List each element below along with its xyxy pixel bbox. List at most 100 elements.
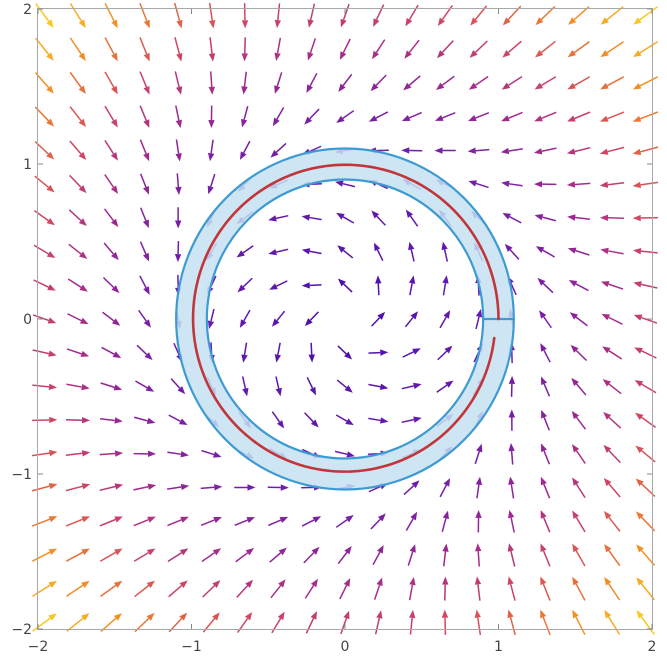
field-arrow bbox=[337, 245, 354, 259]
field-arrow bbox=[636, 610, 655, 635]
x-tick-label: −2 bbox=[28, 639, 49, 655]
field-arrow bbox=[599, 146, 625, 155]
field-arrow bbox=[568, 280, 589, 292]
field-arrow bbox=[600, 41, 624, 58]
field-arrow bbox=[632, 146, 659, 155]
field-arrow bbox=[441, 510, 449, 532]
field-arrow bbox=[604, 609, 621, 635]
field-arrow bbox=[269, 547, 287, 563]
field-arrow bbox=[402, 348, 421, 358]
y-tick-label: 1 bbox=[23, 157, 32, 173]
field-arrow bbox=[566, 146, 591, 155]
field-arrow bbox=[599, 214, 624, 221]
field-arrow bbox=[307, 38, 317, 61]
field-arrow bbox=[104, 174, 119, 194]
field-arrow bbox=[571, 444, 586, 464]
field-arrow bbox=[468, 75, 489, 90]
field-arrow bbox=[501, 111, 523, 122]
field-arrow bbox=[100, 382, 123, 391]
field-arrow bbox=[602, 346, 623, 360]
field-arrow bbox=[600, 6, 624, 25]
field-arrow bbox=[567, 76, 591, 90]
field-arrow bbox=[540, 376, 551, 397]
field-arrow bbox=[304, 311, 319, 327]
field-arrow bbox=[207, 139, 215, 162]
field-arrow bbox=[241, 376, 249, 397]
field-arrow bbox=[275, 376, 282, 397]
field-arrow bbox=[139, 275, 150, 295]
field-arrow bbox=[241, 71, 248, 95]
field-arrow bbox=[405, 511, 418, 531]
field-arrow bbox=[136, 344, 153, 361]
field-arrow bbox=[336, 212, 355, 224]
y-tick-label: 2 bbox=[23, 2, 32, 18]
field-arrow bbox=[104, 2, 118, 29]
field-arrow bbox=[103, 208, 119, 228]
field-arrow bbox=[336, 110, 355, 123]
field-arrow bbox=[535, 40, 556, 58]
field-arrow bbox=[102, 276, 120, 294]
field-arrow bbox=[539, 310, 552, 329]
field-arrow bbox=[208, 37, 216, 62]
field-arrow bbox=[236, 245, 254, 258]
field-arrow bbox=[139, 173, 149, 195]
field-arrow bbox=[175, 173, 182, 196]
field-arrow bbox=[501, 76, 523, 90]
field-arrow bbox=[572, 477, 586, 499]
field-arrow bbox=[533, 180, 557, 188]
field-arrow bbox=[200, 484, 223, 491]
field-arrow bbox=[104, 37, 118, 62]
field-arrow bbox=[373, 577, 383, 600]
field-arrow bbox=[568, 5, 590, 25]
field-arrow bbox=[270, 142, 287, 158]
field-arrow bbox=[368, 349, 389, 356]
field-arrow bbox=[370, 513, 386, 530]
field-arrow bbox=[632, 76, 659, 90]
field-arrow bbox=[633, 6, 658, 25]
field-arrow bbox=[301, 214, 322, 221]
field-arrow bbox=[236, 612, 253, 633]
field-arrow bbox=[33, 244, 56, 258]
field-arrow bbox=[571, 377, 587, 396]
field-arrow bbox=[600, 247, 624, 255]
field-arrow bbox=[167, 451, 189, 458]
field-arrow bbox=[99, 483, 124, 492]
field-arrow bbox=[633, 41, 658, 58]
field-arrow bbox=[239, 140, 251, 160]
field-arrow bbox=[474, 576, 482, 601]
field-arrow bbox=[475, 476, 483, 499]
field-arrow bbox=[436, 380, 454, 393]
field-arrow bbox=[201, 449, 222, 458]
field-arrow bbox=[104, 139, 118, 161]
field-arrow bbox=[66, 383, 90, 391]
vector-field-arrows bbox=[31, 2, 659, 636]
field-arrow bbox=[441, 241, 449, 262]
field-arrow bbox=[340, 610, 350, 635]
field-arrow bbox=[66, 613, 90, 632]
field-arrow bbox=[599, 181, 625, 188]
field-arrow bbox=[635, 511, 656, 532]
field-arrow bbox=[468, 180, 489, 189]
field-arrow bbox=[540, 543, 551, 567]
field-arrow bbox=[134, 612, 155, 633]
field-arrow bbox=[572, 576, 586, 601]
field-arrow bbox=[540, 476, 551, 499]
field-arrow bbox=[66, 417, 91, 424]
field-arrow bbox=[168, 612, 188, 633]
plot-frame bbox=[37, 8, 653, 630]
field-arrow bbox=[507, 609, 516, 636]
field-arrow bbox=[236, 579, 254, 598]
field-arrow bbox=[35, 3, 54, 28]
field-arrow bbox=[507, 576, 516, 601]
field-arrow bbox=[69, 71, 86, 94]
field-arrow bbox=[634, 347, 657, 359]
field-arrow bbox=[401, 111, 422, 122]
field-arrow bbox=[500, 147, 523, 155]
field-arrow bbox=[338, 73, 353, 92]
field-arrow bbox=[140, 207, 149, 229]
field-arrow bbox=[442, 275, 449, 296]
field-arrow bbox=[534, 111, 557, 122]
field-arrow bbox=[404, 311, 419, 328]
field-arrow bbox=[201, 548, 222, 563]
field-arrow bbox=[167, 548, 189, 562]
